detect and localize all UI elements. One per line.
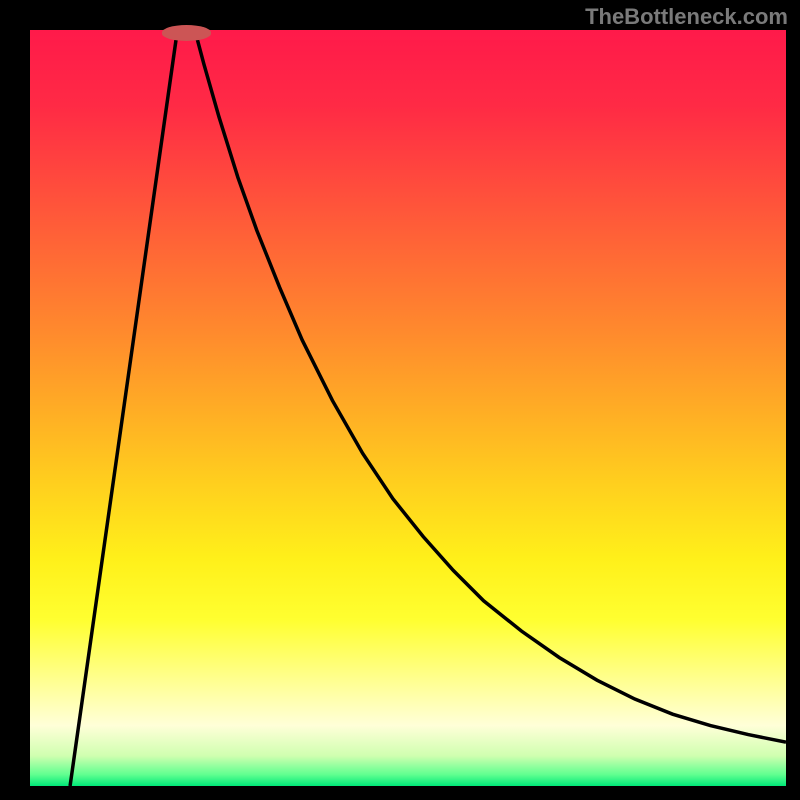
plot-area [30, 30, 786, 786]
curve-right [195, 30, 786, 742]
curves-svg [30, 30, 786, 786]
watermark-text: TheBottleneck.com [585, 4, 788, 30]
curve-left [70, 30, 177, 786]
chart-container: TheBottleneck.com [0, 0, 800, 800]
minimum-marker [162, 25, 212, 40]
